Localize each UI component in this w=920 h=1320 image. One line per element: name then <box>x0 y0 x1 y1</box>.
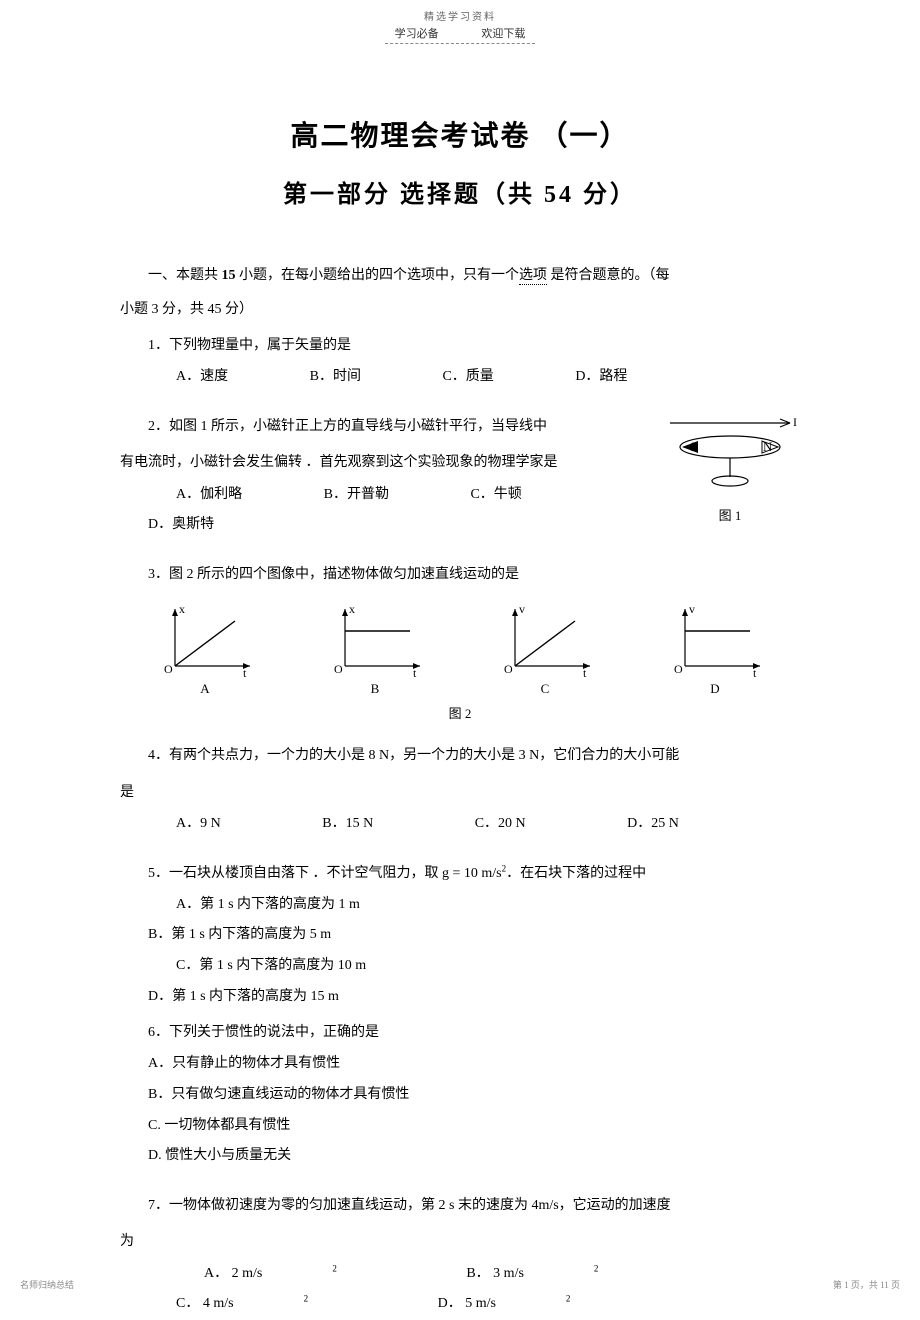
q7-A: A． 2 m/s2 <box>148 1259 337 1290</box>
q5-text-b: ．在石块下落的过程中 <box>506 866 646 881</box>
q7-line1: 7．一物体做初速度为零的匀加速直线运动，第 2 s 末的速度为 4m/s，它运动… <box>120 1190 800 1222</box>
svg-text:t: t <box>583 666 587 680</box>
svg-text:t: t <box>243 666 247 680</box>
graph-A: x O t A <box>155 601 255 697</box>
q1-C: C．质量 <box>414 362 493 393</box>
graph-C: v O t C <box>495 601 595 697</box>
q5-text-a: 5．一石块从楼顶自由落下 ．不计空气阻力，取 g = 10 m/s <box>148 866 502 881</box>
graph-D: v O t D <box>665 601 765 697</box>
q4-A: A．9 N <box>148 809 221 840</box>
q5-D: D．第 1 s 内下落的高度为 15 m <box>120 982 446 1013</box>
figure-1-caption: 图 1 <box>660 505 800 524</box>
intro-c: 是符合题意的。（每 <box>547 268 670 283</box>
q7-options: A． 2 m/s2 B． 3 m/s2 C． 4 m/s2 D． 5 m/s2 <box>120 1259 800 1320</box>
q2-B: B．开普勒 <box>296 480 389 511</box>
q4-line2: 是 <box>120 777 800 809</box>
q3-text: 3．图 2 所示的四个图像中，描述物体做匀加速直线运动的是 <box>120 559 800 591</box>
section-intro: 一、本题共 15 小题，在每小题给出的四个选项中，只有一个选项 是符合题意的。（… <box>120 259 800 326</box>
q5-B: B．第 1 s 内下落的高度为 5 m <box>120 920 446 951</box>
q2-block: I S N 图 1 2．如图 1 所示，小磁针正上方的直导线与小磁针平行，当导线… <box>120 411 800 541</box>
svg-text:x: x <box>179 602 185 616</box>
svg-text:t: t <box>753 666 757 680</box>
intro-bold: 15 <box>222 268 236 283</box>
q1-options: A．速度 B．时间 C．质量 D．路程 <box>120 362 800 393</box>
figure-2-caption: 图 2 <box>120 703 800 722</box>
header-subtitle: 学习必备 欢迎下载 <box>120 25 800 41</box>
intro-a: 一、本题共 <box>148 268 222 283</box>
footer-right: 第 1 页，共 11 页 <box>833 1278 900 1291</box>
title-main: 高二物理会考试卷 （一） <box>120 114 800 154</box>
q1-B: B．时间 <box>282 362 361 393</box>
q6-B: B．只有做匀速直线运动的物体才具有惯性 <box>120 1080 800 1111</box>
header-sub-right: 欢迎下载 <box>481 28 525 40</box>
q1-A: A．速度 <box>148 362 228 393</box>
q4-D: D．25 N <box>599 809 679 840</box>
q1-D: D．路程 <box>547 362 627 393</box>
graph-C-label: C <box>495 681 595 697</box>
q6-C: C. 一切物体都具有惯性 <box>120 1111 800 1142</box>
svg-text:S: S <box>690 439 697 454</box>
graph-B-label: B <box>325 681 425 697</box>
svg-text:O: O <box>674 662 683 676</box>
header-divider <box>385 43 535 44</box>
q1-text: 1．下列物理量中，属于矢量的是 <box>120 330 800 362</box>
q7-D: D． 5 m/s2 <box>382 1289 571 1320</box>
q4-C: C．20 N <box>447 809 526 840</box>
intro-line2: 小题 3 分，共 45 分） <box>120 293 800 327</box>
figure-1-svg: I S N <box>660 411 800 501</box>
q7-line2: 为 <box>120 1226 800 1258</box>
q4-line1: 4．有两个共点力，一个力的大小是 8 N，另一个力的大小是 3 N，它们合力的大… <box>120 740 800 772</box>
q6-text: 6．下列关于惯性的说法中，正确的是 <box>120 1017 800 1049</box>
q2-C: C．牛顿 <box>442 480 521 511</box>
graph-A-label: A <box>155 681 255 697</box>
q5-C: C．第 1 s 内下落的高度为 10 m <box>148 951 474 982</box>
q3-graphs: x O t A x O t B v O t C <box>120 601 800 697</box>
q6-D: D. 惯性大小与质量无关 <box>120 1141 800 1172</box>
intro-dotted: 选项 <box>519 268 547 285</box>
q5-A: A．第 1 s 内下落的高度为 1 m <box>148 890 474 921</box>
title-section: 第一部分 选择题（共 54 分） <box>120 174 800 209</box>
svg-text:x: x <box>349 602 355 616</box>
svg-text:O: O <box>334 662 343 676</box>
svg-text:O: O <box>164 662 173 676</box>
figure-1: I S N 图 1 <box>660 411 800 524</box>
q4-B: B．15 N <box>294 809 373 840</box>
svg-text:t: t <box>413 666 417 680</box>
q5-text: 5．一石块从楼顶自由落下 ．不计空气阻力，取 g = 10 m/s2．在石块下落… <box>120 858 800 890</box>
graph-B: x O t B <box>325 601 425 697</box>
q5-row1: A．第 1 s 内下落的高度为 1 m B．第 1 s 内下落的高度为 5 m <box>120 890 800 952</box>
q6-A: A．只有静止的物体才具有惯性 <box>120 1049 800 1080</box>
header-sub-left: 学习必备 <box>395 28 439 40</box>
q2-D: D．奥斯特 <box>120 510 214 541</box>
svg-text:v: v <box>689 602 695 616</box>
svg-text:I: I <box>793 415 797 429</box>
q2-A: A．伽利略 <box>148 480 242 511</box>
q7-C: C． 4 m/s2 <box>120 1289 308 1320</box>
graph-D-label: D <box>665 681 765 697</box>
svg-text:N: N <box>763 439 773 454</box>
q7-B: B． 3 m/s2 <box>410 1259 598 1290</box>
header-top-text: 精选学习资料 <box>120 0 800 23</box>
footer-left: 名师归纳总结 <box>20 1278 74 1291</box>
svg-text:O: O <box>504 662 513 676</box>
intro-b: 小题，在每小题给出的四个选项中，只有一个 <box>236 268 520 283</box>
q4-options: A．9 N B．15 N C．20 N D．25 N <box>120 809 800 840</box>
svg-text:v: v <box>519 602 525 616</box>
q5-row2: C．第 1 s 内下落的高度为 10 m D．第 1 s 内下落的高度为 15 … <box>120 951 800 1013</box>
